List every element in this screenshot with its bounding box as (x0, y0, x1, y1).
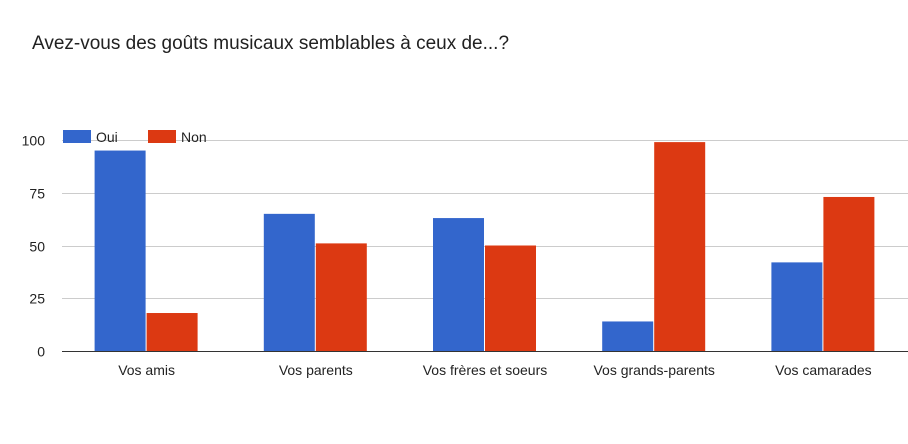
legend[interactable]: Oui Non (63, 129, 207, 145)
legend-item-non[interactable]: Non (148, 129, 207, 145)
x-axis-ticks: Vos amis Vos parents Vos frères et soeurs V… (118, 362, 871, 378)
x-tick-label: Vos camarades (775, 362, 872, 378)
bar-oui-5[interactable] (771, 262, 823, 351)
chart-title: Avez-vous des goûts musicaux semblables … (32, 33, 510, 54)
legend-swatch (148, 130, 176, 143)
bar-non-3[interactable] (485, 245, 536, 352)
y-axis-ticks: 0 25 50 75 100 (22, 133, 46, 360)
bar-oui-2[interactable] (263, 213, 315, 351)
x-tick-label: Vos grands-parents (593, 362, 714, 378)
x-tick-label: Vos parents (279, 362, 353, 378)
x-tick-label: Vos amis (118, 362, 175, 378)
y-tick-label: 75 (29, 186, 45, 202)
y-tick-label: 25 (29, 291, 45, 307)
bar-oui-1[interactable] (94, 150, 146, 351)
y-tick-label: 0 (37, 344, 45, 360)
x-tick-label: Vos frères et soeurs (423, 362, 548, 378)
bar-non-2[interactable] (315, 243, 367, 351)
legend-label: Non (181, 129, 207, 145)
legend-swatch (63, 130, 91, 143)
y-tick-label: 100 (22, 133, 46, 149)
bar-non-4[interactable] (654, 142, 706, 351)
bars (94, 142, 875, 352)
legend-label: Oui (96, 129, 118, 145)
bar-oui-4[interactable] (602, 321, 654, 351)
bar-non-5[interactable] (823, 196, 875, 351)
y-tick-label: 50 (29, 239, 45, 255)
bar-non-1[interactable] (146, 313, 198, 351)
bar-oui-3[interactable] (433, 218, 484, 351)
legend-item-oui[interactable]: Oui (63, 129, 118, 145)
